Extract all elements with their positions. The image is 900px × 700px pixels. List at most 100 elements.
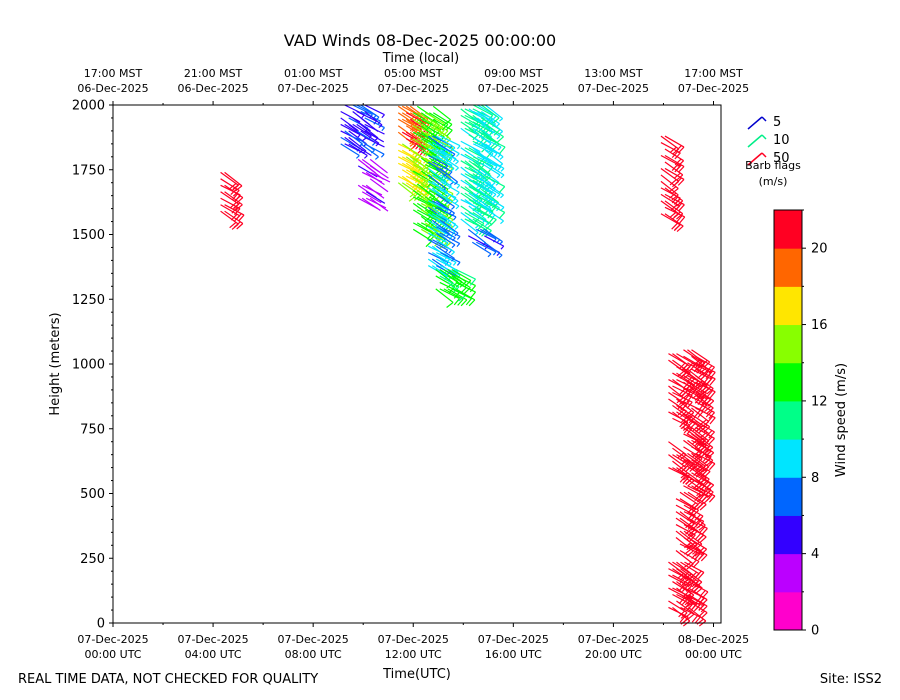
barb-shaft (352, 104, 373, 116)
wind-barb (484, 123, 504, 143)
barb-shaft (360, 123, 379, 139)
barb-half-feather (499, 163, 504, 167)
barb-feather (701, 481, 709, 489)
barb-shaft (680, 593, 701, 606)
barb-feather (669, 186, 677, 193)
barb-feather (699, 438, 707, 445)
barb-half-feather (450, 167, 455, 172)
barb-shaft (480, 104, 500, 119)
barb-feather (702, 478, 710, 485)
wind-barb (439, 193, 460, 210)
barb-feather (687, 480, 695, 487)
barb-feather (416, 141, 423, 149)
barb-feather (699, 464, 707, 471)
barb-half-feather (448, 235, 453, 240)
barb-shaft (687, 537, 707, 550)
barb-feather (708, 495, 716, 503)
barb-shaft (424, 112, 445, 125)
barb-feather (698, 604, 706, 611)
barb-shaft (344, 130, 363, 145)
barb-feather (229, 201, 237, 209)
wind-barb (484, 208, 504, 225)
barb-shaft (687, 433, 707, 447)
barb-shaft (676, 372, 696, 386)
wind-barb (412, 228, 433, 248)
barb-feather (700, 612, 708, 619)
barb-shaft (460, 153, 481, 166)
barb-feather (705, 410, 713, 418)
y-tick-label: 250 (80, 552, 105, 567)
barb-shaft (484, 235, 505, 247)
wind-barb (357, 184, 377, 199)
wind-barb (439, 155, 459, 172)
barb-shaft (435, 219, 456, 233)
barb-shaft (365, 171, 385, 186)
barb-feather (469, 278, 477, 286)
barb-shaft (476, 188, 496, 202)
barb-half-feather (456, 153, 460, 157)
wind-barb (664, 161, 684, 181)
barb-feather (676, 174, 684, 181)
barb-feather (698, 493, 706, 501)
barb-shaft (439, 167, 458, 183)
wind-barb (480, 110, 500, 127)
barb-shaft (435, 142, 456, 155)
barb-half-feather (456, 145, 461, 150)
wind-barb (691, 459, 711, 478)
barb-shaft (672, 454, 692, 467)
barb-half-feather (496, 123, 500, 127)
wind-barb (480, 123, 501, 140)
barb-half-feather (500, 168, 505, 172)
barb-shaft (455, 268, 476, 280)
barb-shaft (672, 353, 691, 368)
wind-barb (664, 200, 684, 220)
barb-feather (680, 472, 688, 479)
wind-barb (664, 148, 685, 167)
barb-shaft (695, 426, 715, 439)
colorbar-segment (774, 439, 802, 478)
barb-half-feather (375, 116, 380, 121)
barb-half-feather (492, 193, 497, 198)
barb-shaft (687, 459, 707, 472)
barb-shaft (412, 228, 433, 242)
barb-shaft (687, 511, 706, 526)
barb-feather (674, 152, 681, 160)
wind-barb (695, 433, 714, 454)
barb-shaft (691, 433, 710, 448)
barb-shaft (480, 169, 500, 184)
wind-barb (369, 178, 389, 193)
barb-shaft (691, 375, 710, 390)
barb-shaft (435, 193, 455, 208)
wind-barb (476, 182, 497, 198)
barb-feather (464, 280, 472, 287)
barb-shaft (668, 398, 688, 412)
colorbar-segment (774, 210, 802, 249)
barb-feather (706, 494, 713, 502)
top-axis-title: Time (local) (382, 51, 459, 66)
wind-barb (687, 537, 708, 556)
barb-feather (426, 175, 433, 182)
wind-barb (664, 193, 685, 212)
barb-shaft (664, 200, 684, 215)
barb-shaft (397, 182, 416, 197)
wind-barb (664, 167, 685, 186)
barb-feather (453, 298, 461, 306)
barb-feather (444, 215, 452, 222)
wind-barb (691, 414, 711, 433)
barb-feather (678, 362, 686, 370)
wind-barb (364, 143, 385, 158)
barb-shaft (691, 485, 711, 498)
barb-feather (698, 397, 705, 405)
barb-feather (669, 179, 677, 186)
barb-feather (443, 119, 451, 126)
barb-shaft (405, 112, 426, 124)
barb-shaft (224, 210, 244, 224)
wind-barb (440, 135, 461, 150)
barb-feather (473, 125, 481, 133)
x-tick-label: 08:00 UTC (285, 648, 342, 661)
barb-shaft (412, 118, 432, 133)
barb-half-feather (498, 254, 503, 259)
wind-barb (660, 142, 681, 160)
barb-feather (690, 559, 697, 567)
site-label: Site: ISS2 (819, 672, 882, 687)
